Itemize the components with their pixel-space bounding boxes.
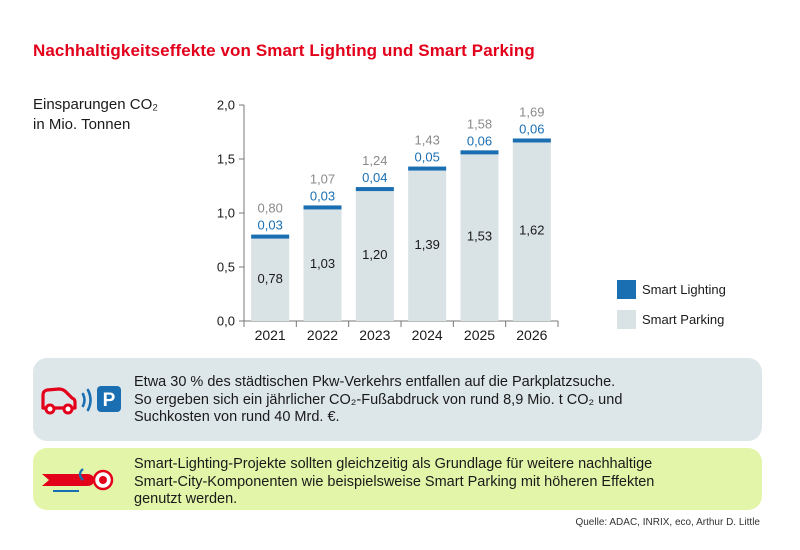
bar-smart-lighting bbox=[408, 166, 447, 171]
bar-smart-lighting bbox=[460, 150, 499, 155]
bar-smart-parking bbox=[355, 187, 394, 321]
y-tick-label: 2,0 bbox=[217, 98, 235, 113]
x-tick-label: 2022 bbox=[307, 327, 338, 343]
bar-smart-parking bbox=[460, 150, 499, 321]
info-panel-lighting-line-2: Smart-City-Komponenten wie beispielsweis… bbox=[134, 473, 655, 490]
x-tick-label: 2025 bbox=[464, 327, 495, 343]
y-tick-label: 1,0 bbox=[217, 206, 235, 221]
legend-item-smart-parking: Smart Parking bbox=[617, 309, 726, 329]
bar-label-total: 1,58 bbox=[467, 116, 492, 131]
bar-label-smart-parking: 1,39 bbox=[415, 237, 440, 252]
legend-item-smart-lighting: Smart Lighting bbox=[617, 279, 726, 299]
bar-smart-parking bbox=[303, 205, 342, 321]
car-icon bbox=[41, 387, 77, 415]
bar-label-smart-lighting: 0,03 bbox=[310, 188, 335, 203]
bar-label-smart-lighting: 0,03 bbox=[258, 218, 283, 233]
info-panel-parking-line-1: Etwa 30 % des städtischen Pkw-Verkehrs e… bbox=[134, 374, 616, 390]
legend-label-smart-lighting: Smart Lighting bbox=[642, 281, 726, 297]
bar-label-smart-lighting: 0,05 bbox=[415, 150, 440, 165]
bar-smart-parking bbox=[512, 138, 551, 321]
y-axis-label-line-1: Einsparungen CO₂ bbox=[33, 96, 159, 113]
y-tick-label: 0,5 bbox=[217, 260, 235, 275]
parking-sign-icon: P bbox=[97, 386, 121, 412]
x-tick-label: 2026 bbox=[516, 327, 547, 343]
bar-label-smart-lighting: 0,04 bbox=[362, 170, 387, 185]
svg-text:P: P bbox=[103, 390, 116, 411]
info-panel-parking-text: Etwa 30 % des städtischen Pkw-Verkehrs e… bbox=[134, 374, 752, 427]
bar-label-total: 0,80 bbox=[258, 201, 283, 216]
y-axis-label: Einsparungen CO₂ in Mio. Tonnen bbox=[33, 95, 158, 135]
legend-swatch-smart-parking bbox=[617, 309, 636, 329]
y-tick-label: 1,5 bbox=[217, 152, 235, 167]
info-panel-parking-line-3: Suchkosten von rund 40 Mrd. €. bbox=[134, 409, 340, 425]
signal-waves-icon bbox=[81, 388, 92, 412]
car-signal-parking-icon: P bbox=[39, 378, 129, 426]
bar-smart-parking bbox=[408, 166, 447, 321]
bar-label-total: 1,43 bbox=[415, 133, 440, 148]
chart-title: Nachhaltigkeitseffekte von Smart Lightin… bbox=[33, 41, 535, 60]
bar-smart-lighting bbox=[251, 234, 290, 239]
bar-label-smart-parking: 1,20 bbox=[362, 247, 387, 262]
bar-label-smart-lighting: 0,06 bbox=[467, 133, 492, 148]
x-tick-label: 2024 bbox=[412, 327, 443, 343]
x-tick-label: 2021 bbox=[255, 327, 286, 343]
legend-swatch-smart-lighting bbox=[617, 279, 636, 299]
info-panel-lighting-text: Smart-Lighting-Projekte sollten gleichze… bbox=[134, 456, 752, 509]
bar-smart-lighting bbox=[512, 138, 551, 143]
bar-smart-parking bbox=[251, 234, 290, 321]
bar-label-smart-lighting: 0,06 bbox=[519, 121, 544, 136]
bar-label-total: 1,24 bbox=[362, 153, 387, 168]
y-tick-label: 0,0 bbox=[217, 314, 235, 329]
legend-label-smart-parking: Smart Parking bbox=[642, 311, 725, 327]
bar-label-smart-parking: 1,62 bbox=[519, 223, 544, 238]
bar-smart-lighting bbox=[355, 187, 394, 192]
x-tick-label: 2023 bbox=[359, 327, 390, 343]
bar-label-smart-parking: 1,53 bbox=[467, 229, 492, 244]
info-panel-lighting-line-3: genutzt werden. bbox=[134, 491, 238, 507]
bar-label-smart-parking: 0,78 bbox=[258, 271, 283, 286]
street-lamp-icon bbox=[39, 460, 119, 506]
y-axis-label-line-2: in Mio. Tonnen bbox=[33, 116, 131, 133]
source-note: Quelle: ADAC, INRIX, eco, Arthur D. Litt… bbox=[575, 517, 760, 528]
bar-chart: 0,0 0,5 1,0 1,5 2,0 0,78 0,03 0,80 2021 1,03 0,03 1… bbox=[217, 98, 559, 343]
bar-label-total: 1,69 bbox=[519, 104, 544, 119]
info-panel-lighting-line-1: Smart-Lighting-Projekte sollten gleichze… bbox=[134, 456, 653, 472]
info-panel-parking-line-2: So ergeben sich ein jährlicher CO₂-Fußab… bbox=[134, 391, 623, 408]
bar-label-smart-parking: 1,03 bbox=[310, 256, 335, 271]
info-panel-parking: P Etwa 30 % des städtischen Pkw-Verkehrs… bbox=[33, 358, 762, 441]
bar-smart-lighting bbox=[303, 205, 342, 210]
legend: Smart Lighting Smart Parking bbox=[617, 279, 726, 339]
info-panel-lighting: Smart-Lighting-Projekte sollten gleichze… bbox=[33, 448, 762, 510]
bar-label-total: 1,07 bbox=[310, 171, 335, 186]
